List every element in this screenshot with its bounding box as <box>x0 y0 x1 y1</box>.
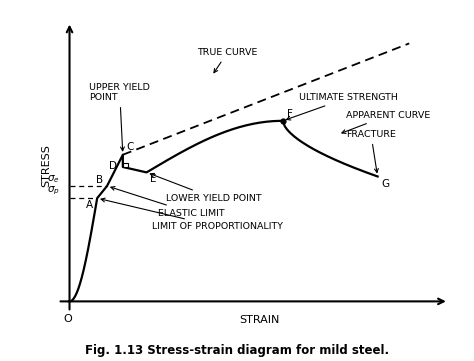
Text: B: B <box>96 175 103 184</box>
Text: APPARENT CURVE: APPARENT CURVE <box>342 111 430 133</box>
Text: $\sigma_p$: $\sigma_p$ <box>47 184 60 197</box>
Text: O: O <box>63 314 72 323</box>
Text: LOWER YIELD POINT: LOWER YIELD POINT <box>150 173 262 203</box>
Bar <box>123 164 128 167</box>
Text: Fig. 1.13 Stress-strain diagram for mild steel.: Fig. 1.13 Stress-strain diagram for mild… <box>85 344 389 357</box>
Text: STRESS: STRESS <box>41 144 51 187</box>
Text: UPPER YIELD
POINT: UPPER YIELD POINT <box>89 83 150 151</box>
Text: A: A <box>86 200 93 209</box>
Text: $\sigma_e$: $\sigma_e$ <box>47 173 60 184</box>
Text: FRACTURE: FRACTURE <box>346 130 396 173</box>
Text: D: D <box>109 161 117 171</box>
Text: TRUE CURVE: TRUE CURVE <box>197 48 258 73</box>
Text: E: E <box>150 174 157 184</box>
Text: STRAIN: STRAIN <box>239 315 279 325</box>
Text: C: C <box>127 142 134 152</box>
Text: ULTIMATE STRENGTH: ULTIMATE STRENGTH <box>287 93 398 120</box>
Text: LIMIT OF PROPORTIONALITY: LIMIT OF PROPORTIONALITY <box>101 198 283 231</box>
Text: ELASTIC LIMIT: ELASTIC LIMIT <box>111 187 225 218</box>
Text: F: F <box>287 109 292 119</box>
Text: G: G <box>382 179 390 189</box>
